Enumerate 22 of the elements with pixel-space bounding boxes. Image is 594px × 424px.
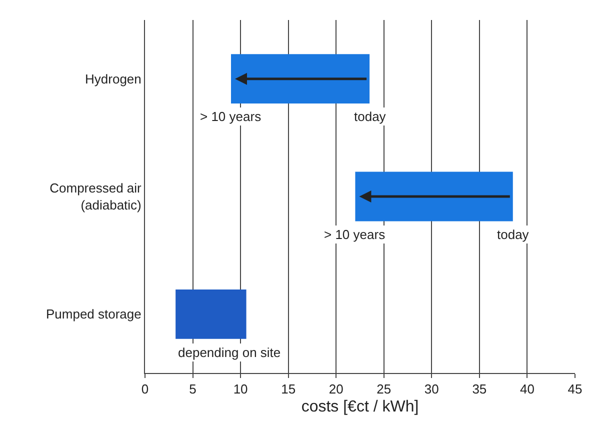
x-tick-label: 45	[568, 382, 582, 397]
bar	[355, 172, 513, 222]
annotation: today	[497, 227, 530, 242]
bar	[176, 289, 246, 339]
annotation: > 10 years	[324, 227, 386, 242]
x-tick-label: 5	[189, 382, 196, 397]
x-axis-title: costs [€ct / kWh]	[301, 398, 419, 416]
annotation: today	[354, 109, 386, 124]
y-tick-label: Compressed air (adiabatic)	[50, 180, 142, 212]
x-tick-label: 30	[424, 382, 439, 397]
x-tick-label: 35	[472, 382, 487, 397]
bar	[231, 54, 370, 104]
y-tick-label: Hydrogen	[85, 71, 142, 86]
annotation: depending on site	[178, 345, 281, 360]
x-tick-label: 10	[233, 382, 248, 397]
x-tick-label: 25	[376, 382, 392, 397]
y-tick-label: Pumped storage	[46, 306, 142, 322]
x-tick-label: 0	[141, 382, 149, 397]
x-tick-label: 40	[520, 382, 534, 397]
annotation: > 10 years	[200, 109, 262, 124]
x-tick-label: 20	[328, 382, 344, 397]
x-tick-label: 15	[281, 382, 296, 397]
